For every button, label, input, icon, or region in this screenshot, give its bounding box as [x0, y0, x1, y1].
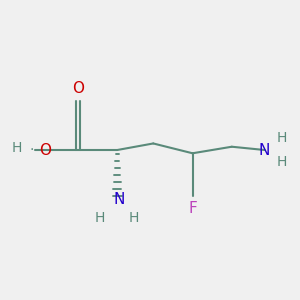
Text: H: H: [129, 211, 140, 224]
Text: H: H: [276, 130, 287, 145]
Text: F: F: [188, 201, 197, 216]
Text: H: H: [11, 141, 22, 155]
Text: N: N: [113, 192, 124, 207]
Text: H: H: [276, 155, 287, 170]
Text: N: N: [259, 142, 270, 158]
Text: O: O: [39, 142, 51, 158]
Text: H: H: [95, 211, 106, 224]
Text: ·: ·: [29, 143, 33, 157]
Text: O: O: [72, 81, 84, 96]
